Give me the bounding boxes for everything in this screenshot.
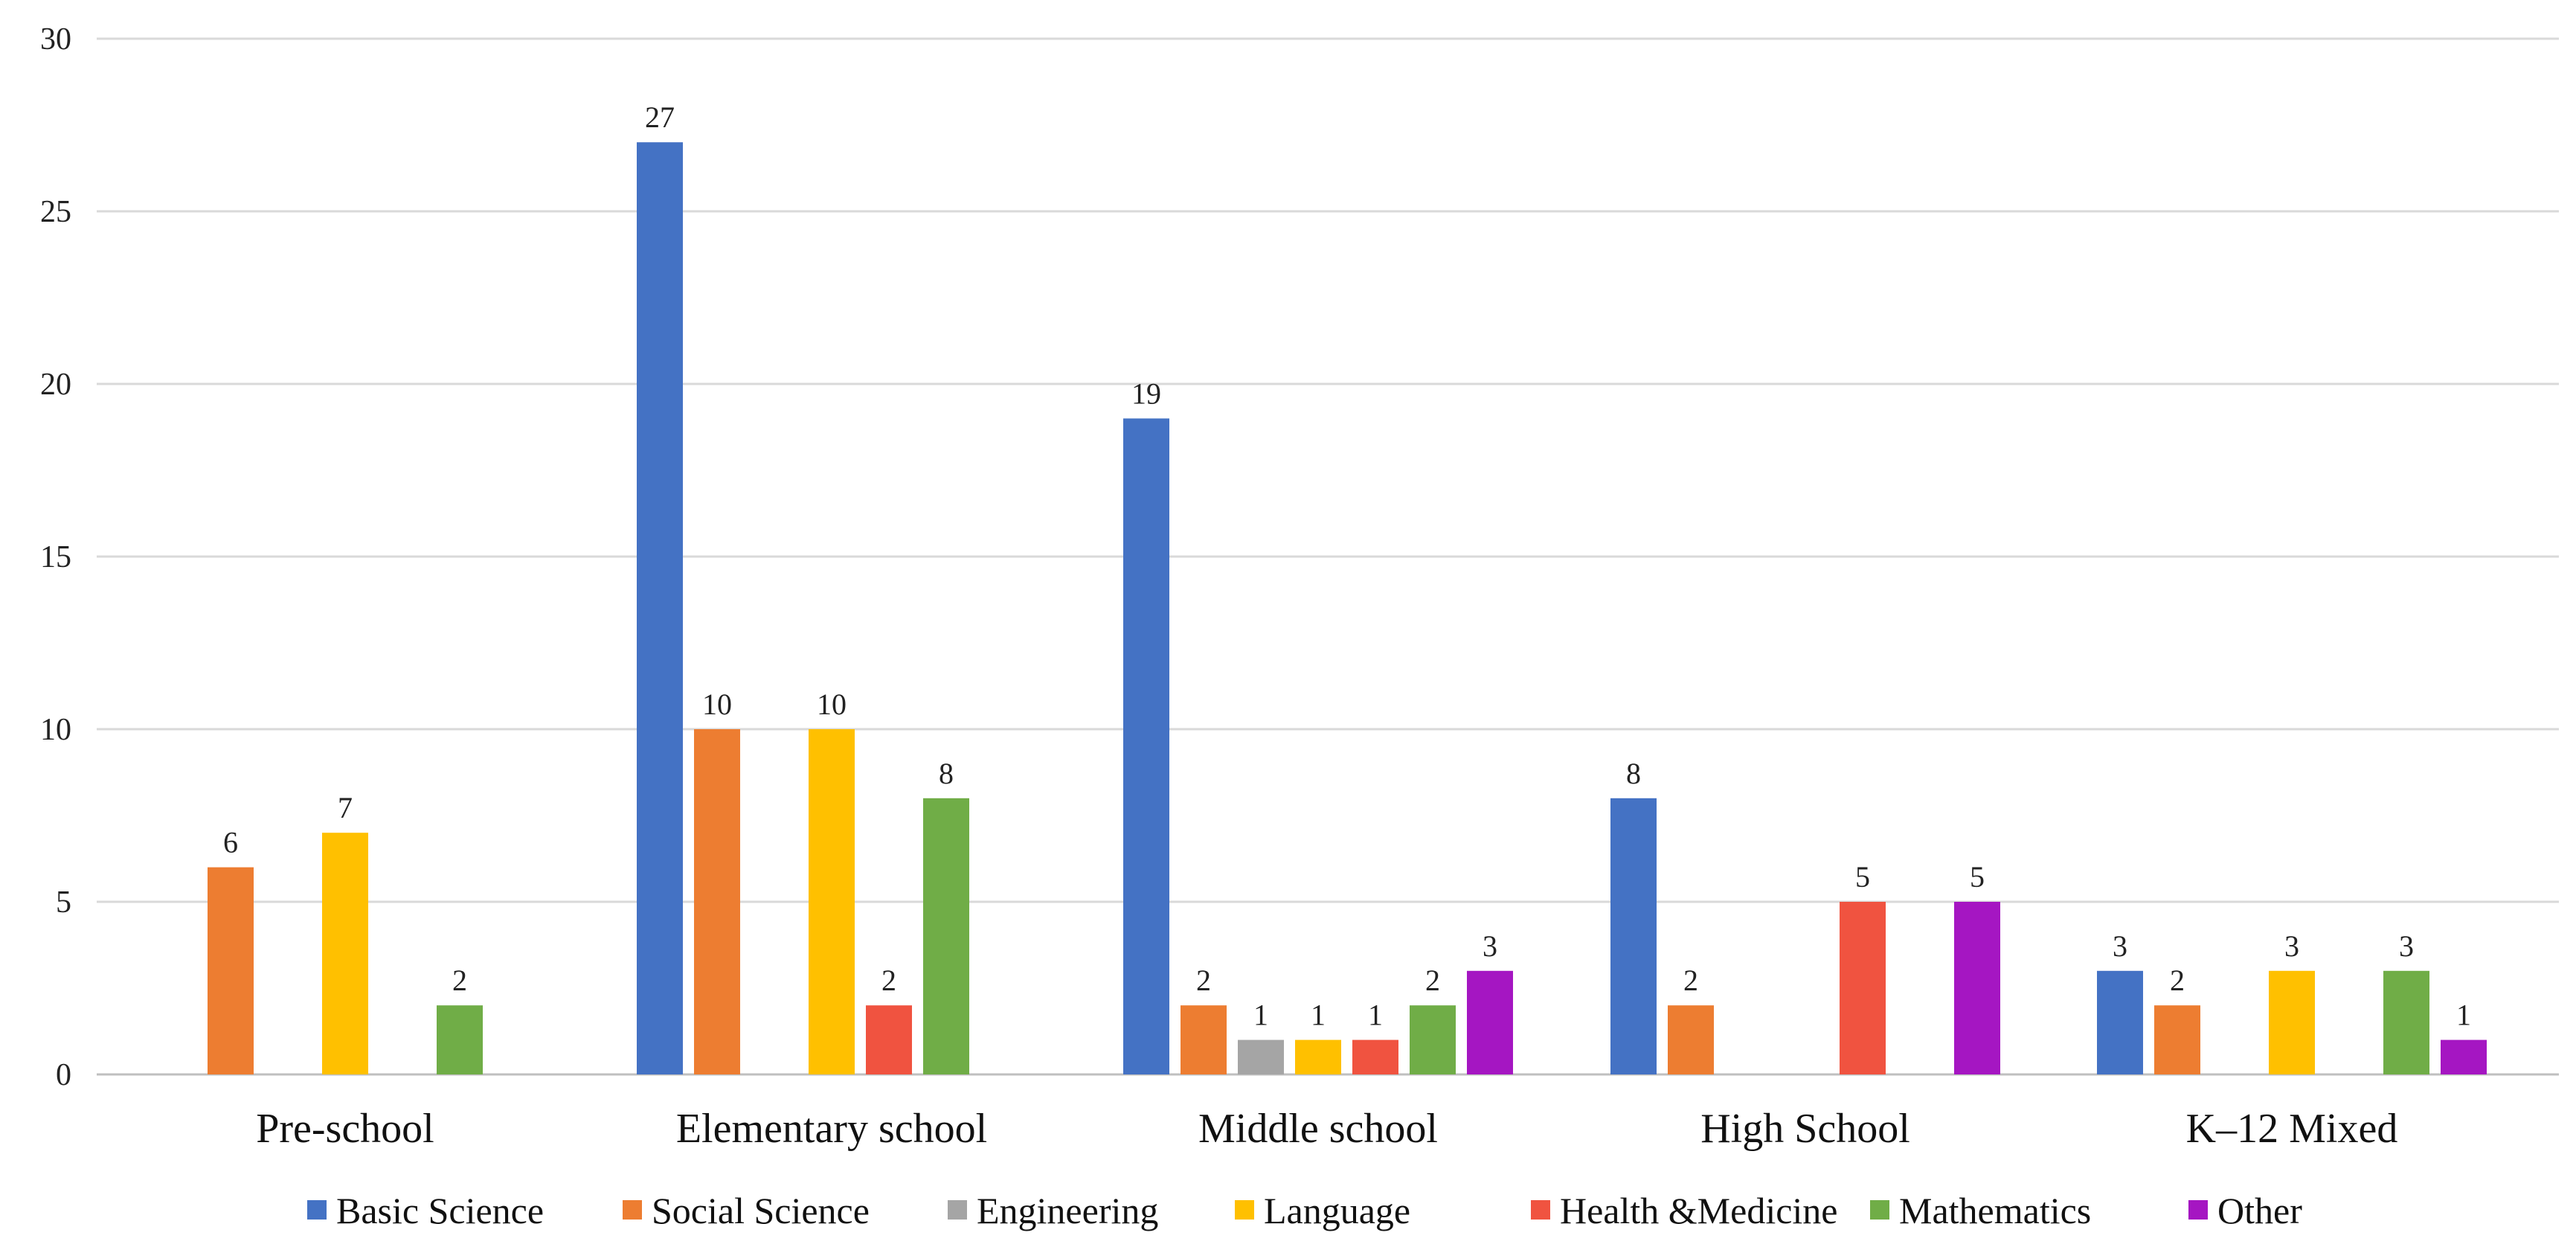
bar-elementary-school-health-medicine	[866, 1005, 912, 1074]
bar-middle-school-basic-science	[1123, 418, 1169, 1074]
bars	[208, 142, 2487, 1075]
y-tick-label-5: 5	[56, 885, 71, 920]
data-label-middle-school-social-science: 2	[1196, 964, 1211, 997]
legend-swatch-health-medicine	[1531, 1200, 1550, 1220]
legend-label-engineering: Engineering	[977, 1190, 1158, 1231]
data-label-middle-school-basic-science: 19	[1131, 376, 1161, 410]
bar-middle-school-mathematics	[1410, 1005, 1456, 1074]
legend-swatch-engineering	[948, 1200, 967, 1220]
data-label-k-12-mixed-language: 3	[2284, 929, 2299, 963]
legend-swatch-social-science	[623, 1200, 642, 1220]
bar-middle-school-social-science	[1181, 1005, 1227, 1074]
y-tick-label-10: 10	[40, 713, 71, 747]
x-axis-category-labels: Pre-school Elementary school Middle school…	[256, 1106, 2397, 1152]
data-label-k-12-mixed-basic-science: 3	[2113, 929, 2127, 963]
data-label-pre-school-mathematics: 2	[452, 964, 467, 997]
category-label-pre-school: Pre-school	[256, 1106, 434, 1152]
bar-k-12-mixed-language	[2269, 970, 2315, 1074]
data-label-pre-school-language: 7	[338, 791, 353, 824]
gridlines	[97, 37, 2559, 1076]
legend-label-health-medicine: Health &Medicine	[1560, 1190, 1838, 1231]
legend-label-social-science: Social Science	[652, 1190, 870, 1231]
bar-middle-school-other	[1467, 970, 1513, 1074]
data-label-middle-school-engineering: 1	[1253, 999, 1268, 1032]
category-label-k-12-mixed: K–12 Mixed	[2186, 1106, 2398, 1152]
data-label-high-school-other: 5	[1970, 860, 1985, 894]
data-label-k-12-mixed-social-science: 2	[2170, 964, 2185, 997]
legend-swatch-mathematics	[1870, 1200, 1889, 1220]
legend-label-mathematics: Mathematics	[1899, 1190, 2091, 1231]
bar-high-school-other	[1954, 902, 2000, 1074]
bar-k-12-mixed-social-science	[2154, 1005, 2200, 1074]
legend-label-other: Other	[2217, 1190, 2302, 1231]
y-tick-label-20: 20	[40, 368, 71, 402]
category-label-elementary-school: Elementary school	[676, 1106, 987, 1152]
data-label-pre-school-social-science: 6	[223, 826, 238, 859]
data-label-high-school-health-medicine: 5	[1855, 860, 1870, 894]
y-tick-label-15: 15	[40, 540, 71, 574]
data-label-elementary-school-basic-science: 27	[645, 100, 675, 134]
data-label-k-12-mixed-mathematics: 3	[2399, 929, 2414, 963]
y-tick-label-0: 0	[56, 1058, 71, 1092]
data-label-middle-school-other: 3	[1483, 929, 1497, 963]
data-label-high-school-basic-science: 8	[1626, 757, 1641, 790]
bar-elementary-school-basic-science	[637, 142, 683, 1075]
bar-elementary-school-social-science	[694, 729, 740, 1074]
bar-high-school-health-medicine	[1840, 902, 1886, 1074]
category-label-high-school: High School	[1700, 1106, 1910, 1152]
bar-k-12-mixed-basic-science	[2097, 970, 2143, 1074]
y-tick-label-25: 25	[40, 195, 71, 229]
legend-swatch-other	[2188, 1200, 2208, 1220]
data-label-high-school-social-science: 2	[1683, 964, 1698, 997]
data-label-middle-school-mathematics: 2	[1425, 964, 1440, 997]
bar-middle-school-engineering	[1238, 1039, 1284, 1074]
data-label-elementary-school-health-medicine: 2	[881, 964, 896, 997]
bar-middle-school-language	[1295, 1039, 1341, 1074]
data-label-elementary-school-social-science: 10	[702, 688, 732, 721]
data-label-middle-school-health-medicine: 1	[1368, 999, 1383, 1032]
bar-middle-school-health-medicine	[1352, 1039, 1398, 1074]
y-tick-label-30: 30	[40, 22, 71, 57]
legend-swatch-language	[1235, 1200, 1254, 1220]
y-axis-tick-labels: 0 5 10 15 20 25 30	[40, 22, 71, 1092]
bar-elementary-school-language	[809, 729, 855, 1074]
data-label-elementary-school-language: 10	[817, 688, 847, 721]
bar-high-school-social-science	[1668, 1005, 1714, 1074]
bar-k-12-mixed-mathematics	[2383, 970, 2429, 1074]
data-label-middle-school-language: 1	[1311, 999, 1326, 1032]
data-labels: 6 7 2 27 10 10 2 8 19 2 1 1 1 2 3 8 2 5 5 3 2 3 3 1	[223, 100, 2471, 1031]
bar-pre-school-language	[322, 833, 368, 1074]
bar-pre-school-social-science	[208, 867, 254, 1074]
legend-label-language: Language	[1264, 1190, 1410, 1231]
legend-label-basic-science: Basic Science	[336, 1190, 544, 1231]
data-label-elementary-school-mathematics: 8	[939, 757, 954, 790]
legend: Basic Science Social Science Engineering La…	[307, 1190, 2302, 1231]
legend-swatch-basic-science	[307, 1200, 327, 1220]
bar-k-12-mixed-other	[2441, 1039, 2487, 1074]
bar-elementary-school-mathematics	[923, 798, 969, 1074]
bar-pre-school-mathematics	[437, 1005, 483, 1074]
category-label-middle-school: Middle school	[1198, 1106, 1438, 1152]
bar-high-school-basic-science	[1610, 798, 1657, 1074]
data-label-k-12-mixed-other: 1	[2456, 999, 2471, 1032]
